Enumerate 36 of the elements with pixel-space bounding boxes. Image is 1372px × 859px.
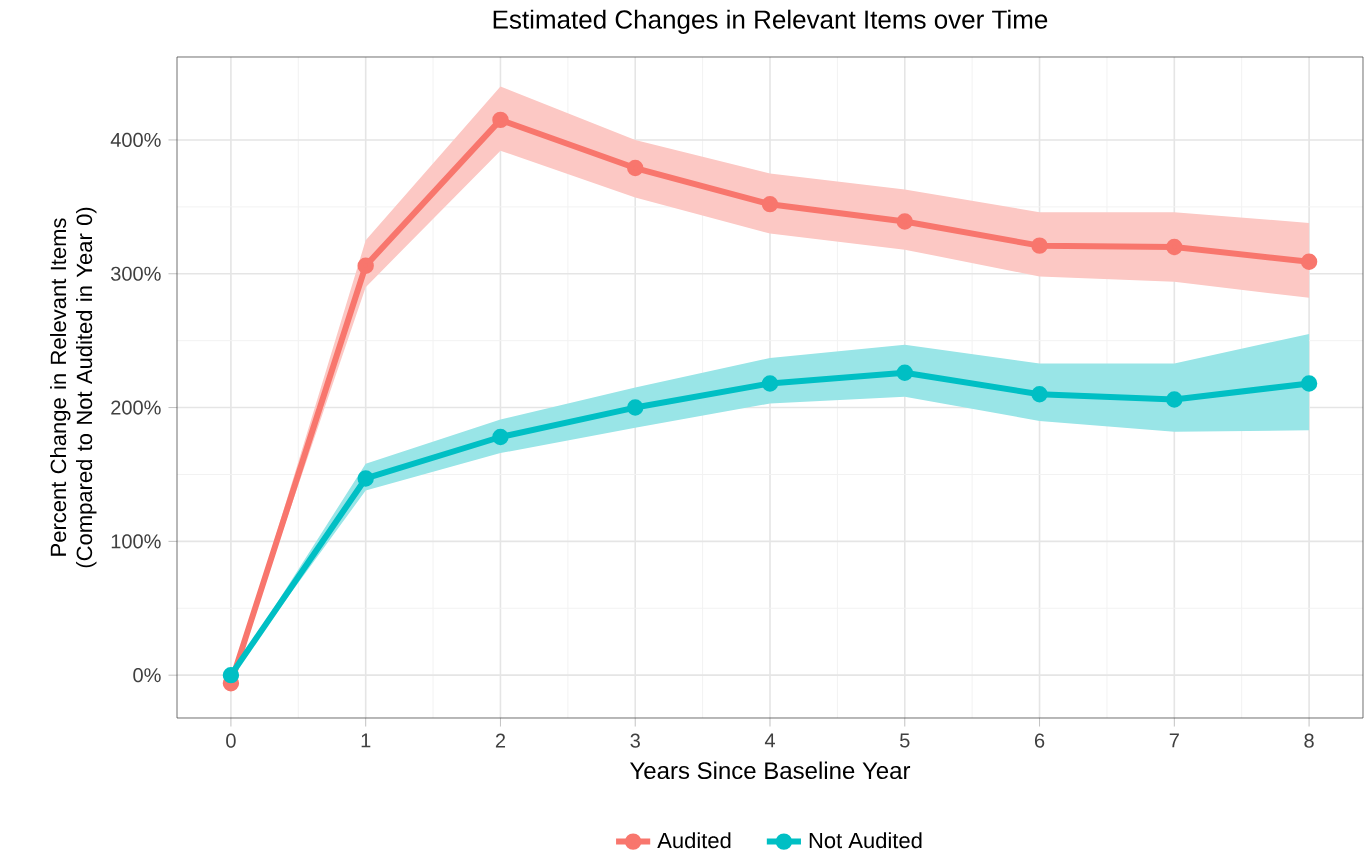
point bbox=[761, 195, 779, 213]
x-tick-label: 0 bbox=[226, 733, 236, 748]
point bbox=[357, 257, 374, 274]
y-tick-label: 200% bbox=[111, 400, 161, 415]
point bbox=[1031, 385, 1048, 403]
x-axis-title: Years Since Baseline Year bbox=[629, 761, 911, 780]
x-tick-label: 7 bbox=[1169, 733, 1179, 748]
chart-title: Estimated Changes in Relevant Items over Time bbox=[493, 9, 1048, 34]
y-tick-label: 400% bbox=[110, 132, 161, 147]
y-tick-label: 0% bbox=[133, 668, 161, 683]
y-tick-label: 100% bbox=[111, 534, 161, 549]
point bbox=[627, 159, 644, 177]
point bbox=[357, 470, 374, 487]
x-tick-label: 5 bbox=[900, 733, 910, 748]
x-tick-label: 6 bbox=[1034, 733, 1045, 748]
y-tick-label: 300% bbox=[111, 266, 161, 281]
x-tick-label: 2 bbox=[495, 733, 506, 748]
point bbox=[761, 375, 779, 392]
x-tick-label: 8 bbox=[1304, 733, 1314, 748]
point bbox=[222, 666, 240, 684]
point bbox=[1031, 237, 1048, 254]
point bbox=[1166, 391, 1183, 408]
legend-label: Not Audited bbox=[809, 832, 922, 849]
point bbox=[492, 111, 509, 129]
point bbox=[896, 364, 913, 381]
point bbox=[492, 428, 509, 446]
x-tick-label: 3 bbox=[630, 733, 640, 748]
point bbox=[1300, 253, 1318, 270]
point bbox=[1166, 238, 1183, 256]
point bbox=[896, 213, 913, 230]
y-axis-title: Percent Change in Relevant Items (Compared to Not Audited in Year 0) bbox=[50, 207, 97, 568]
legend-label: Audited bbox=[657, 832, 731, 849]
x-tick-label: 1 bbox=[361, 733, 371, 748]
point bbox=[627, 399, 644, 416]
point bbox=[1300, 375, 1318, 392]
x-tick-label: 4 bbox=[764, 733, 775, 748]
